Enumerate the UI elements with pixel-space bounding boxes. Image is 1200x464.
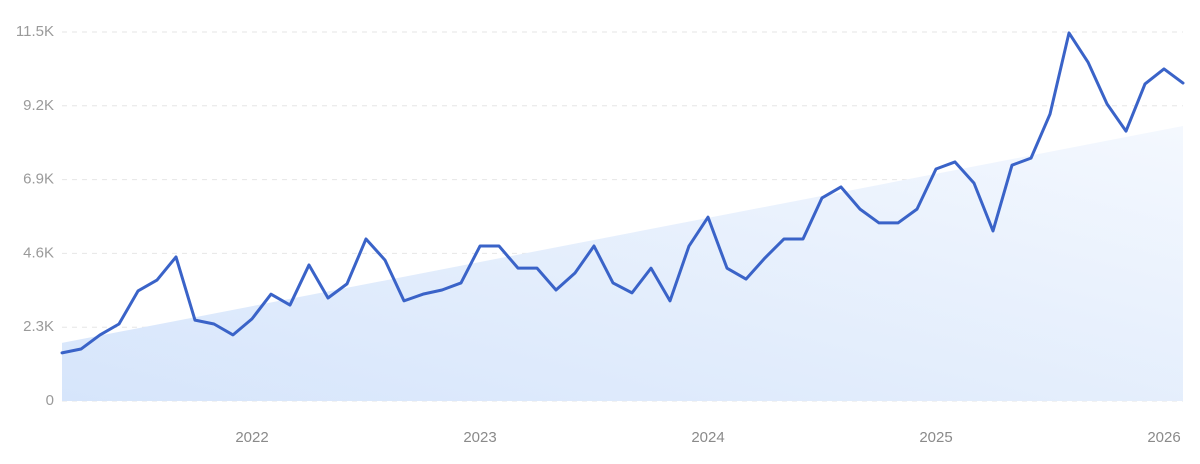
x-tick-label: 2022 [235, 429, 268, 446]
y-tick-label: 9.2K [23, 97, 54, 114]
y-tick-label: 0 [46, 392, 54, 409]
y-tick-label: 6.9K [23, 171, 54, 188]
x-tick-label: 2023 [463, 429, 496, 446]
y-tick-label: 2.3K [23, 318, 54, 335]
y-tick-label: 4.6K [23, 244, 54, 261]
x-tick-label: 2026 [1147, 429, 1180, 446]
trend-area [62, 126, 1183, 402]
line [60, 31, 1185, 355]
y-tick-label: 11.5K [16, 23, 54, 40]
x-tick-label: 2025 [919, 429, 952, 446]
x-tick-label: 2024 [691, 429, 724, 446]
